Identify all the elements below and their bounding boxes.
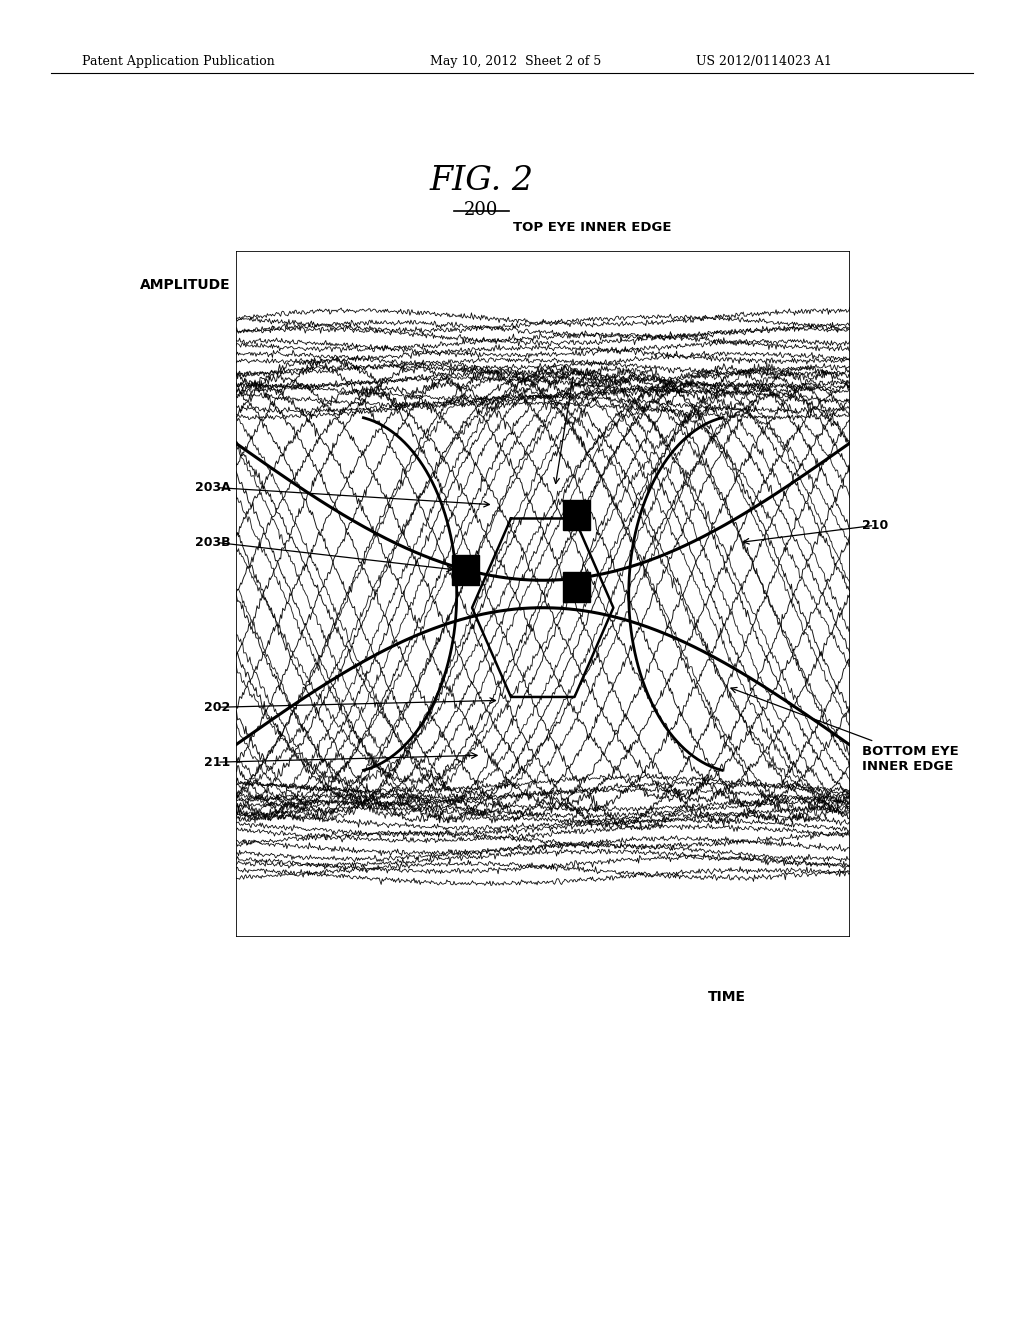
Text: 202: 202 <box>204 701 230 714</box>
Text: FIG. 2: FIG. 2 <box>429 165 534 197</box>
Text: TIME: TIME <box>708 990 746 1005</box>
Text: TOP EYE INNER EDGE: TOP EYE INNER EDGE <box>513 220 671 234</box>
Text: BOTTOM EYE
INNER EDGE: BOTTOM EYE INNER EDGE <box>862 744 958 772</box>
Text: 210: 210 <box>862 519 889 532</box>
Text: US 2012/0114023 A1: US 2012/0114023 A1 <box>696 55 833 69</box>
Text: Patent Application Publication: Patent Application Publication <box>82 55 274 69</box>
Polygon shape <box>563 500 590 531</box>
Text: 203A: 203A <box>195 480 230 494</box>
Polygon shape <box>453 554 479 585</box>
Text: 211: 211 <box>204 755 230 768</box>
Polygon shape <box>563 572 590 602</box>
Text: May 10, 2012  Sheet 2 of 5: May 10, 2012 Sheet 2 of 5 <box>430 55 601 69</box>
Text: 200: 200 <box>464 201 499 219</box>
Text: 203B: 203B <box>195 536 230 549</box>
Text: AMPLITUDE: AMPLITUDE <box>139 279 230 292</box>
